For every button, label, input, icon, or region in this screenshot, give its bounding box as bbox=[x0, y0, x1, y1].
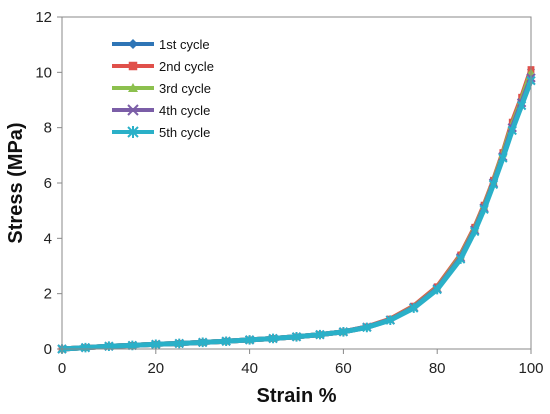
legend: 1st cycle 2nd cycle 3rd cycle 4th cycle 5th … bbox=[112, 37, 214, 140]
series-line bbox=[61, 71, 534, 352]
x-axis-title: Strain % bbox=[256, 385, 336, 407]
series-line bbox=[61, 77, 534, 352]
x-tick-label: 0 bbox=[58, 360, 66, 377]
legend-item: 4th cycle bbox=[112, 103, 210, 118]
x-tick-label: 60 bbox=[335, 360, 352, 377]
data-point bbox=[291, 332, 302, 342]
data-point bbox=[470, 226, 480, 237]
legend-marker bbox=[127, 104, 139, 116]
legend-item: 3rd cycle bbox=[112, 81, 211, 96]
data-point bbox=[80, 342, 91, 353]
data-point bbox=[268, 333, 278, 344]
series-4 bbox=[57, 73, 536, 354]
legend-label: 1st cycle bbox=[159, 37, 210, 52]
data-point bbox=[385, 315, 396, 326]
y-tick-label: 8 bbox=[44, 120, 52, 137]
legend-marker bbox=[128, 39, 138, 49]
data-point bbox=[516, 100, 527, 111]
data-point bbox=[221, 336, 231, 347]
data-point bbox=[151, 339, 161, 350]
data-point bbox=[362, 322, 372, 333]
legend-marker bbox=[128, 61, 138, 71]
data-point bbox=[479, 204, 489, 215]
legend-item: 1st cycle bbox=[112, 37, 210, 52]
y-tick-label: 6 bbox=[44, 175, 52, 192]
y-tick-label: 10 bbox=[35, 64, 52, 81]
x-tick-label: 20 bbox=[147, 360, 164, 377]
legend-label: 4th cycle bbox=[159, 103, 210, 118]
legend-label: 5th cycle bbox=[159, 125, 210, 140]
y-tick-label: 4 bbox=[44, 230, 52, 247]
legend-marker bbox=[128, 83, 138, 92]
x-tick-label: 100 bbox=[518, 360, 543, 377]
legend-label: 2nd cycle bbox=[159, 59, 214, 74]
data-point bbox=[409, 303, 419, 313]
data-point bbox=[315, 329, 325, 340]
ticks-layer: 0 20 40 60 80 100 0 2 4 6 8 10 12 bbox=[35, 9, 543, 377]
legend-item: 5th cycle bbox=[112, 125, 210, 140]
data-point bbox=[507, 125, 517, 136]
legend-item: 2nd cycle bbox=[112, 59, 214, 74]
data-point bbox=[455, 254, 466, 264]
data-point bbox=[338, 327, 349, 337]
data-point bbox=[244, 335, 255, 345]
data-point bbox=[197, 337, 208, 348]
legend-marker bbox=[127, 126, 139, 138]
series-layer bbox=[57, 65, 536, 354]
x-tick-label: 80 bbox=[429, 360, 446, 377]
y-tick-label: 0 bbox=[44, 341, 52, 358]
y-tick-label: 2 bbox=[44, 286, 52, 303]
series-line bbox=[61, 79, 534, 352]
data-point bbox=[432, 284, 442, 295]
y-axis-title: Stress (MPa) bbox=[5, 122, 27, 243]
series-5 bbox=[57, 75, 536, 354]
x-tick-label: 40 bbox=[241, 360, 258, 377]
legend-label: 3rd cycle bbox=[159, 81, 211, 96]
data-point bbox=[174, 338, 184, 349]
data-point bbox=[498, 153, 508, 163]
y-tick-label: 12 bbox=[35, 9, 52, 26]
data-point bbox=[488, 179, 499, 190]
